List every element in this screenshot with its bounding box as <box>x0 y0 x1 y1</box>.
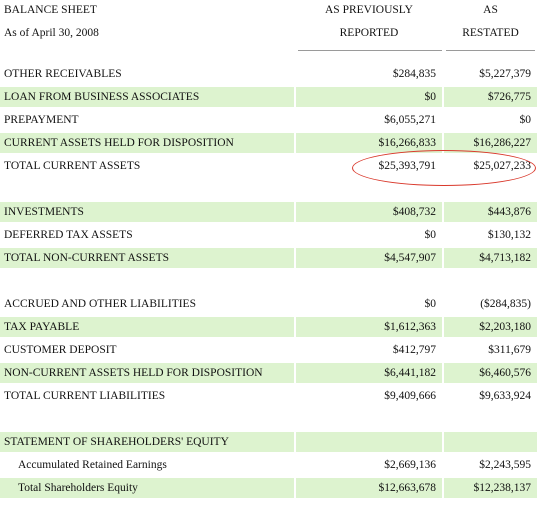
sheet-date: As of April 30, 2008 <box>4 27 99 39</box>
restated-value: $4,713,182 <box>444 248 537 268</box>
row-label: TAX PAYABLE <box>0 317 294 337</box>
reported-value: $408,732 <box>296 202 442 222</box>
table-row: STATEMENT OF SHAREHOLDERS' EQUITY <box>0 432 537 452</box>
highlight-oval <box>352 150 536 186</box>
reported-value: $9,409,666 <box>384 390 436 402</box>
column-header-reported-line1: AS PREVIOUSLY <box>325 4 413 16</box>
column-header-restated-line1: AS <box>483 4 498 16</box>
row-label: DEFERRED TAX ASSETS <box>4 229 133 241</box>
table-row: NON-CURRENT ASSETS HELD FOR DISPOSITION $… <box>0 363 537 383</box>
restated-value: $2,203,180 <box>444 317 537 337</box>
restated-value: $12,238,137 <box>444 478 537 498</box>
header-rule-restated <box>446 50 535 51</box>
restated-value: $9,633,924 <box>479 390 531 402</box>
reported-value: $0 <box>296 87 442 107</box>
table-row: CURRENT ASSETS HELD FOR DISPOSITION $16,2… <box>0 133 537 153</box>
row-label: CUSTOMER DEPOSIT <box>4 344 117 356</box>
reported-value: $0 <box>424 298 437 310</box>
row-label: TOTAL CURRENT LIABILITIES <box>4 390 166 402</box>
sheet-title: BALANCE SHEET <box>4 4 97 16</box>
reported-value: $16,266,833 <box>296 133 442 153</box>
reported-value: $412,797 <box>392 344 436 356</box>
restated-value: $6,460,576 <box>444 363 537 383</box>
table-row: DEFERRED TAX ASSETS $0 $130,132 <box>0 225 537 245</box>
table-row: PREPAYMENT $6,055,271 $0 <box>0 110 537 130</box>
restated-value: $726,775 <box>444 87 537 107</box>
table-row: Accumulated Retained Earnings $2,669,136 $… <box>0 455 537 475</box>
table-row: TOTAL CURRENT LIABILITIES $9,409,666 $9,63… <box>0 386 537 406</box>
restated-value: $5,227,379 <box>479 68 531 80</box>
row-label: INVESTMENTS <box>0 202 294 222</box>
row-label: NON-CURRENT ASSETS HELD FOR DISPOSITION <box>0 363 294 383</box>
restated-value: $130,132 <box>487 229 531 241</box>
row-label: OTHER RECEIVABLES <box>4 68 122 80</box>
restated-value: $2,243,595 <box>479 459 531 471</box>
row-label: Accumulated Retained Earnings <box>18 459 167 471</box>
table-row: LOAN FROM BUSINESS ASSOCIATES $0 $726,775 <box>0 87 537 107</box>
table-row: TAX PAYABLE $1,612,363 $2,203,180 <box>0 317 537 337</box>
row-label: TOTAL CURRENT ASSETS <box>4 160 141 172</box>
table-row: ACCRUED AND OTHER LIABILITIES $0 ($284,835… <box>0 294 537 314</box>
restated-value: $443,876 <box>444 202 537 222</box>
restated-value <box>444 432 537 452</box>
restated-value: $0 <box>519 114 532 126</box>
reported-value: $6,055,271 <box>384 114 436 126</box>
reported-value: $1,612,363 <box>296 317 442 337</box>
header-rule-reported <box>298 50 442 51</box>
reported-value: $12,663,678 <box>296 478 442 498</box>
restated-value: $16,286,227 <box>444 133 537 153</box>
row-label: ACCRUED AND OTHER LIABILITIES <box>4 298 196 310</box>
column-header-restated-line2: RESTATED <box>462 27 519 39</box>
row-label: CURRENT ASSETS HELD FOR DISPOSITION <box>0 133 294 153</box>
row-label: TOTAL NON-CURRENT ASSETS <box>0 248 294 268</box>
reported-value: $0 <box>424 229 437 241</box>
restated-value: $311,679 <box>488 344 531 356</box>
column-header-reported-line2: REPORTED <box>339 27 399 39</box>
reported-value: $2,669,136 <box>384 459 436 471</box>
table-row: INVESTMENTS $408,732 $443,876 <box>0 202 537 222</box>
reported-value: $4,547,907 <box>296 248 442 268</box>
reported-value: $284,835 <box>392 68 436 80</box>
restated-value: ($284,835) <box>480 298 531 310</box>
row-label: LOAN FROM BUSINESS ASSOCIATES <box>0 87 294 107</box>
table-row: Total Shareholders Equity $12,663,678 $12,… <box>0 478 537 498</box>
table-row: CUSTOMER DEPOSIT $412,797 $311,679 <box>0 340 537 360</box>
table-row: TOTAL NON-CURRENT ASSETS $4,547,907 $4,713… <box>0 248 537 268</box>
row-label: Total Shareholders Equity <box>0 478 294 498</box>
reported-value <box>296 432 442 452</box>
reported-value: $6,441,182 <box>296 363 442 383</box>
table-row: OTHER RECEIVABLES $284,835 $5,227,379 <box>0 64 537 84</box>
row-label: STATEMENT OF SHAREHOLDERS' EQUITY <box>0 432 294 452</box>
row-label: PREPAYMENT <box>4 114 79 126</box>
